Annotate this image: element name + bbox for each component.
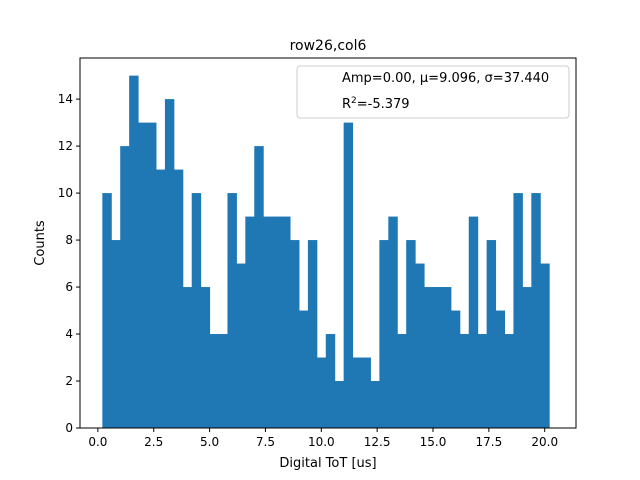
histogram-bar	[531, 193, 541, 428]
histogram-bar	[343, 122, 354, 428]
histogram-bar	[263, 216, 273, 428]
y-axis-label: Counts	[33, 220, 48, 266]
x-tick-label: 2.5	[144, 435, 163, 449]
y-tick-label: 10	[58, 186, 73, 200]
histogram-bar	[424, 287, 434, 428]
histogram-bar	[290, 240, 300, 428]
legend-r-value: =-5.379	[357, 97, 410, 112]
legend-r-exponent: 2	[351, 96, 357, 106]
histogram-bar	[379, 240, 389, 428]
histogram-bar	[450, 310, 461, 428]
histogram-bar	[173, 169, 184, 429]
histogram-bar	[334, 381, 345, 428]
x-tick-label: 0.0	[88, 435, 107, 449]
y-tick-label: 12	[58, 139, 73, 153]
histogram-bar	[182, 287, 193, 428]
histogram-bar	[102, 193, 112, 428]
histogram-bar	[477, 334, 488, 428]
x-axis-label: Digital ToT [us]	[279, 456, 376, 471]
histogram-bar	[236, 263, 246, 428]
histogram-bar	[147, 122, 157, 428]
y-tick-label: 2	[65, 374, 73, 388]
y-tick-label: 14	[58, 92, 73, 106]
y-tick-label: 0	[65, 421, 73, 435]
histogram-bar	[433, 287, 443, 428]
histogram-bar	[406, 240, 416, 428]
histogram-bar	[495, 310, 506, 428]
histogram-bar	[138, 122, 148, 428]
y-tick-label: 4	[65, 327, 73, 341]
histogram-bar	[129, 75, 139, 428]
histogram-bar	[397, 334, 407, 428]
legend-r-squared: R2=-5.379	[342, 96, 410, 112]
histogram-bar	[513, 193, 523, 428]
x-axis-ticks: 0.0 2.5 5.0 7.5 10.0 12.5 15.0 17.5 20.0	[88, 428, 558, 449]
chart-title: row26,col6	[290, 38, 367, 54]
histogram-bar	[504, 334, 514, 428]
histogram-bar	[388, 216, 398, 428]
histogram-bar	[218, 334, 228, 428]
x-tick-label: 17.5	[476, 435, 503, 449]
histogram-bar	[415, 263, 425, 428]
histogram-bar	[254, 146, 264, 428]
histogram-bar	[468, 216, 479, 428]
histogram-bar	[272, 216, 282, 428]
histogram-bar	[316, 357, 327, 428]
x-tick-label: 5.0	[200, 435, 219, 449]
x-tick-label: 10.0	[308, 435, 335, 449]
histogram-bar	[191, 193, 202, 428]
histogram-bar	[540, 263, 550, 428]
legend: Amp=0.00, μ=9.096, σ=37.440 R2=-5.379	[296, 65, 570, 119]
histogram-bar	[441, 287, 452, 428]
histogram-bar	[227, 193, 237, 428]
x-tick-label: 20.0	[531, 435, 558, 449]
histogram-bar	[361, 357, 371, 428]
x-tick-label: 7.5	[256, 435, 275, 449]
histogram-bar	[209, 334, 220, 428]
histogram-bar	[325, 334, 336, 428]
histogram-bar	[111, 240, 121, 428]
histogram-bar	[370, 381, 380, 428]
x-tick-label: 15.0	[420, 435, 447, 449]
histogram-bar	[522, 287, 532, 428]
histogram-bar	[155, 169, 166, 429]
x-tick-label: 12.5	[364, 435, 391, 449]
histogram-bar	[459, 334, 470, 428]
plot-frame	[79, 57, 577, 429]
legend-fit-params: Amp=0.00, μ=9.096, σ=37.440	[342, 71, 549, 86]
histogram-bar	[120, 146, 130, 428]
histogram-bar	[245, 216, 255, 428]
y-axis-ticks: 0 2 4 6 8 10 12 14	[58, 92, 80, 435]
y-tick-label: 6	[65, 280, 73, 294]
legend-r-letter: R	[342, 97, 351, 112]
legend-box	[296, 65, 570, 119]
histogram-bar	[298, 310, 309, 428]
y-tick-label: 8	[65, 233, 73, 247]
histogram-bar	[164, 99, 175, 428]
histogram-bar	[200, 287, 211, 428]
histogram-bar	[352, 357, 363, 428]
histogram-bar	[281, 216, 291, 428]
histogram-bar	[307, 240, 318, 428]
bars-group	[102, 75, 550, 429]
histogram-bar	[486, 240, 497, 428]
